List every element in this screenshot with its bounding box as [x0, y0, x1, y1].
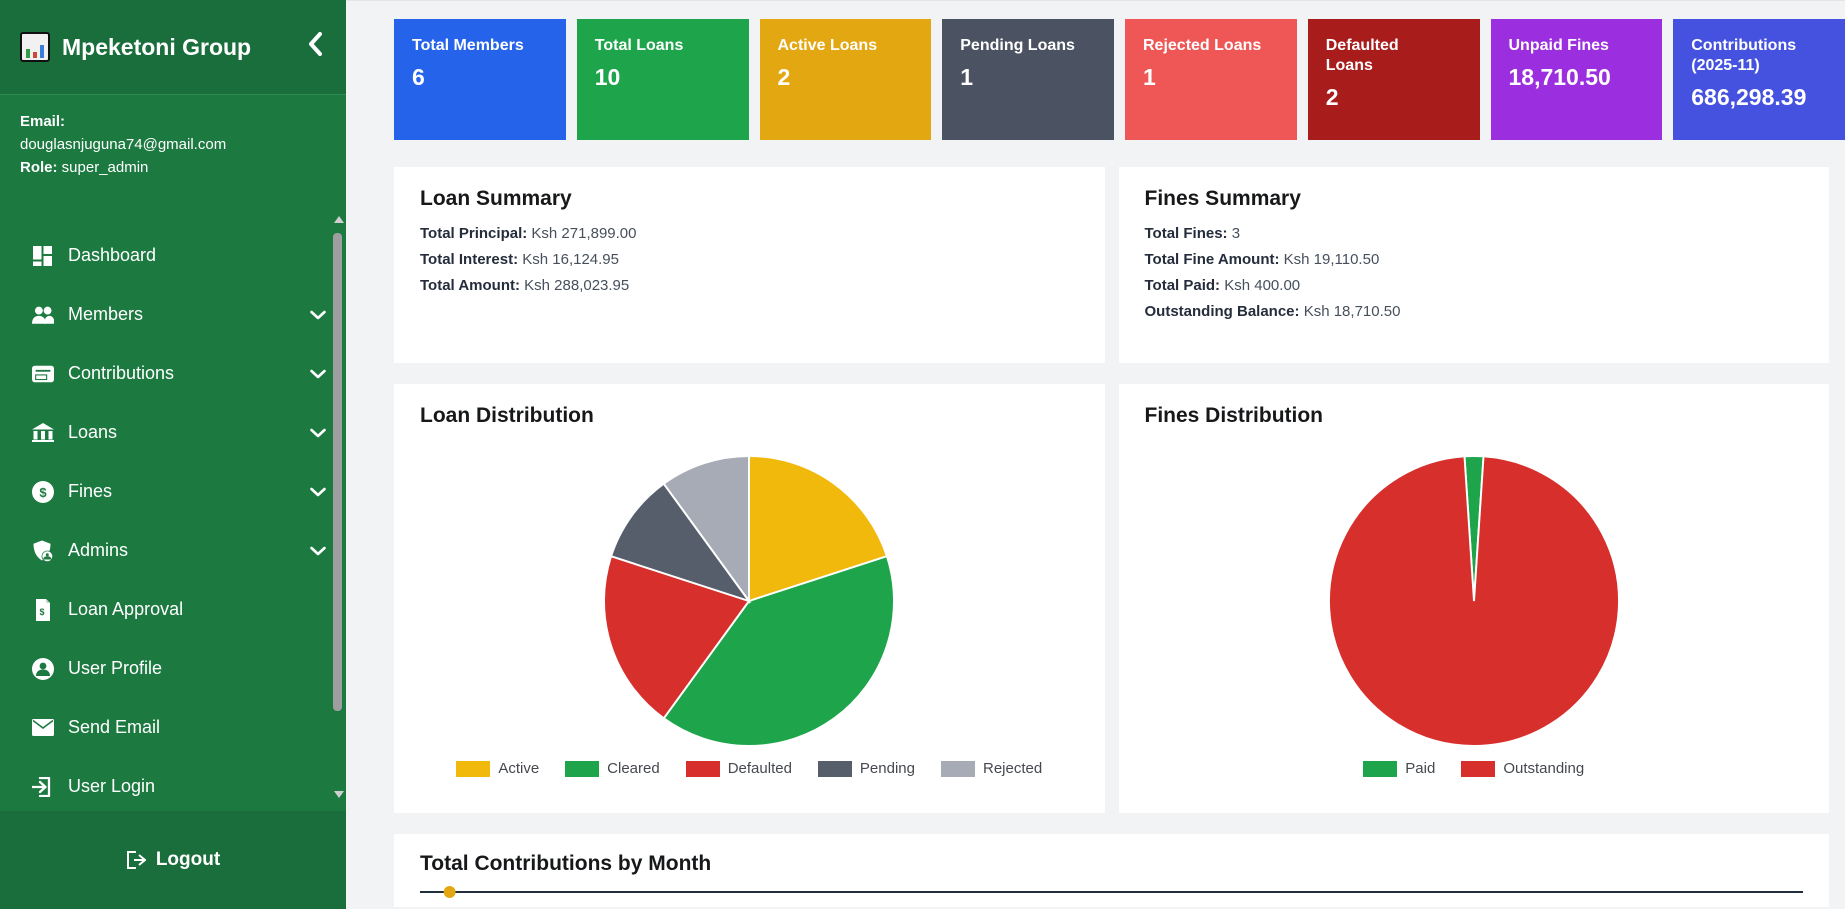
- svg-text:$: $: [39, 607, 44, 617]
- svg-text:$: $: [39, 485, 47, 500]
